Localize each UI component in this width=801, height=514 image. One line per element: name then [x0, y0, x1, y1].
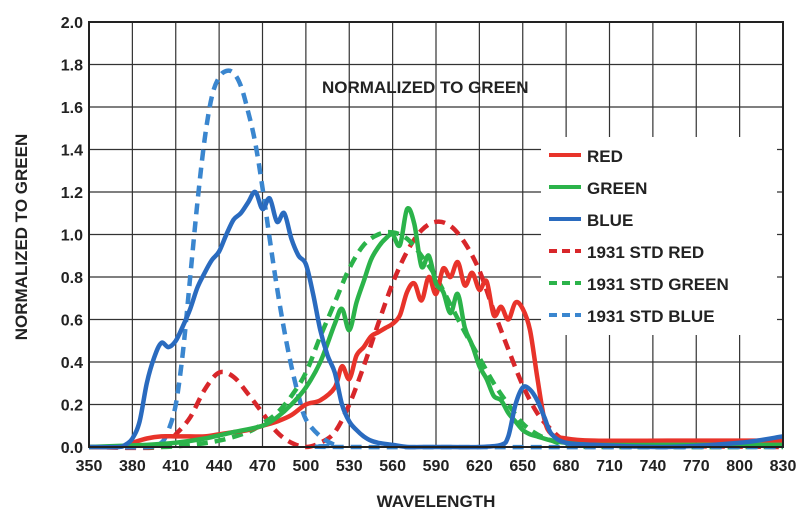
x-tick-label: 830: [770, 458, 797, 475]
x-tick-label: 560: [379, 458, 406, 475]
y-axis-label: NORMALIZED TO GREEN: [12, 134, 31, 341]
x-tick-label: 590: [423, 458, 450, 475]
x-tick-label: 530: [336, 458, 363, 475]
legend: RED GREEN BLUE 1931 STD RED 1931 STD GREEN 19…: [541, 137, 777, 335]
x-tick-labels: 350 380 410 440 470 500 530 560 590 620 650 680 710 7…: [76, 458, 797, 475]
x-tick-label: 710: [596, 458, 623, 475]
x-tick-label: 620: [466, 458, 493, 475]
x-tick-label: 800: [726, 458, 753, 475]
x-tick-label: 650: [509, 458, 536, 475]
series-line-1931-std-blue: [88, 68, 784, 450]
x-axis-label: WAVELENGTH: [377, 492, 496, 511]
y-tick-label: 1.2: [61, 185, 83, 202]
y-tick-label: 1.8: [61, 58, 83, 75]
x-tick-label: 410: [162, 458, 189, 475]
series-line-green: [88, 205, 783, 450]
x-tick-label: 470: [249, 458, 276, 475]
series-line-blue: [88, 189, 784, 450]
series-line-1931-std-green: [88, 229, 784, 450]
y-tick-label: 0.6: [61, 313, 83, 330]
y-tick-label: 1.4: [61, 143, 83, 160]
y-tick-label: 0.2: [61, 398, 83, 415]
series-layer: [88, 68, 784, 451]
y-tick-label: 0.8: [61, 270, 83, 287]
x-tick-label: 380: [119, 458, 146, 475]
y-tick-label: 0.4: [61, 355, 83, 372]
legend-label: RED: [587, 147, 623, 166]
legend-label: 1931 STD BLUE: [587, 307, 715, 326]
x-tick-label: 350: [76, 458, 103, 475]
legend-label: BLUE: [587, 211, 633, 230]
legend-label: 1931 STD GREEN: [587, 275, 729, 294]
y-tick-label: 0.0: [61, 440, 83, 457]
legend-background: [541, 137, 777, 335]
y-tick-label: 1.0: [61, 228, 83, 245]
legend-label: GREEN: [587, 179, 647, 198]
chart-annotation: NORMALIZED TO GREEN: [322, 78, 529, 97]
x-tick-label: 680: [553, 458, 580, 475]
x-tick-label: 440: [206, 458, 233, 475]
y-tick-label: 1.6: [61, 100, 83, 117]
x-tick-label: 740: [640, 458, 667, 475]
plot-frame: [88, 21, 784, 448]
y-tick-label: 2.0: [61, 15, 83, 32]
x-tick-label: 500: [293, 458, 320, 475]
x-tick-label: 770: [683, 458, 710, 475]
series-line-1931-std-red: [88, 219, 784, 451]
y-tick-labels: 0.0 0.2 0.4 0.6 0.8 1.0 1.2 1.4 1.6 1.8 2.0: [61, 15, 83, 457]
legend-label: 1931 STD RED: [587, 243, 704, 262]
